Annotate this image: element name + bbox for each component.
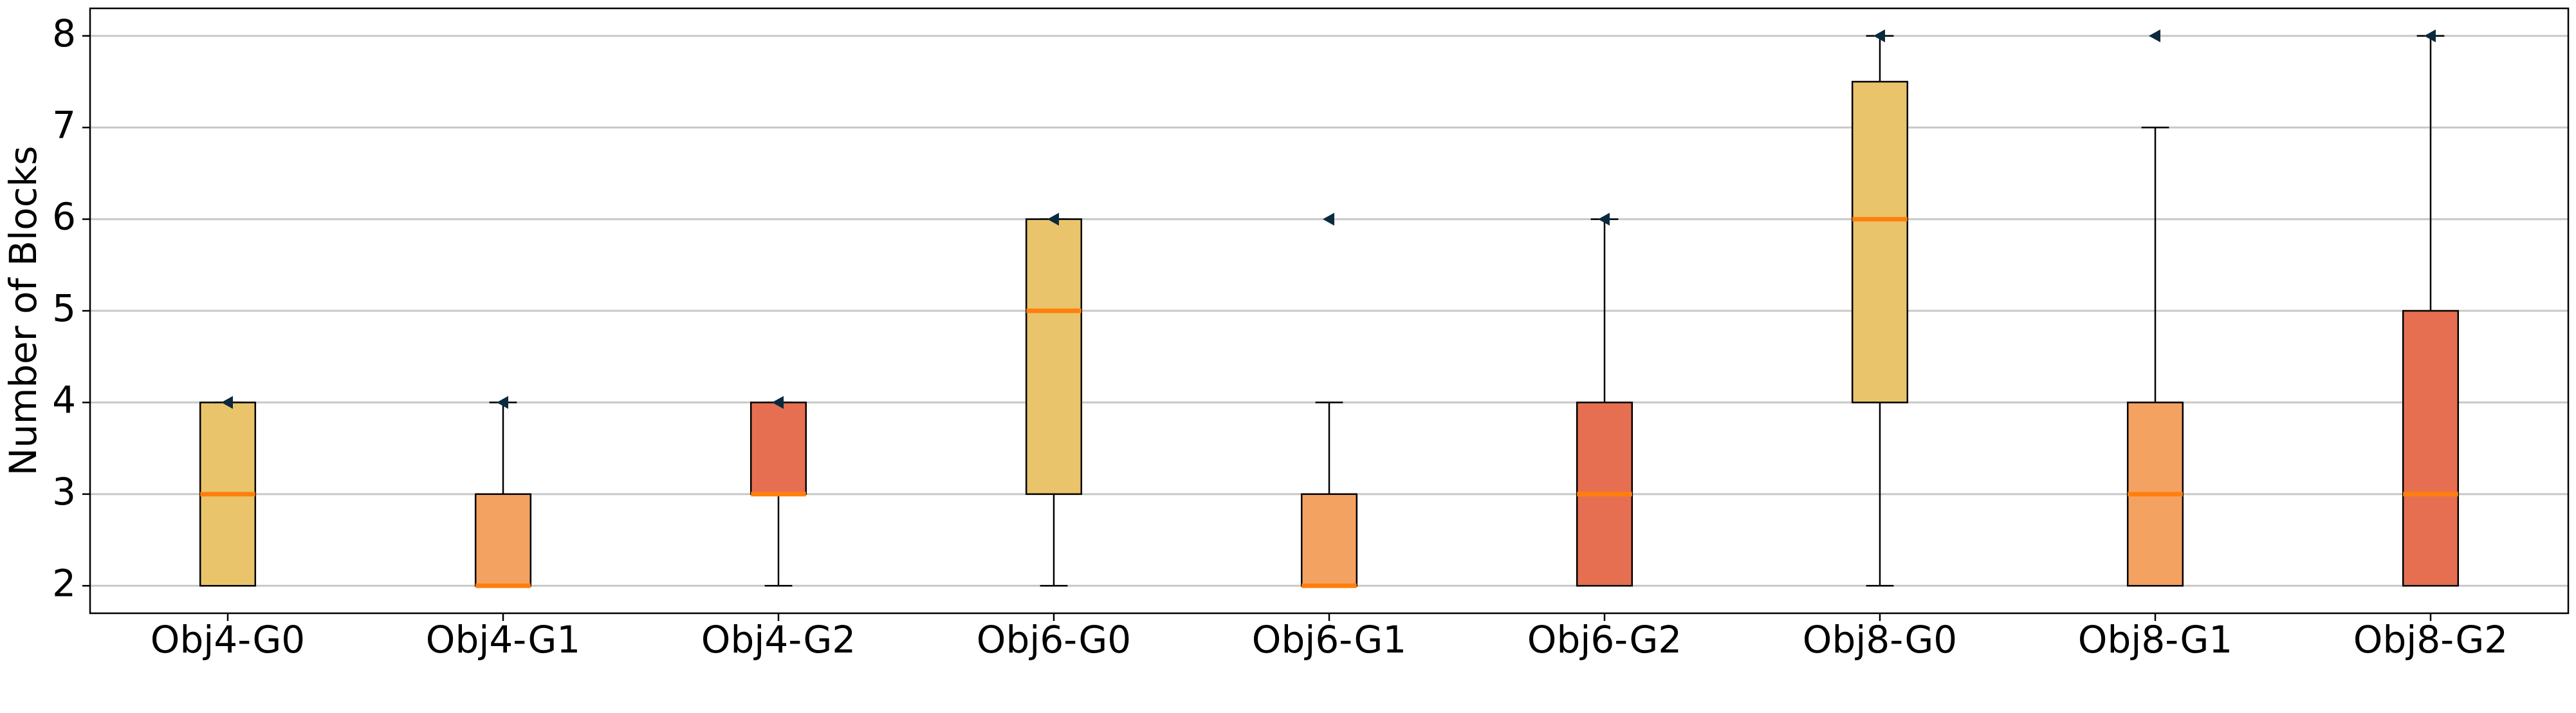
y-axis-label: Number of Blocks bbox=[1, 146, 45, 476]
box bbox=[1025, 218, 1083, 495]
y-tick-label: 2 bbox=[52, 561, 76, 605]
marker bbox=[2149, 29, 2160, 42]
x-tick-label: Obj8-G1 bbox=[2078, 618, 2232, 662]
x-tick-label: Obj4-G2 bbox=[701, 618, 856, 662]
marker bbox=[772, 396, 784, 409]
box bbox=[1851, 80, 1909, 403]
y-tick-label: 5 bbox=[52, 286, 76, 330]
marker bbox=[2424, 29, 2436, 42]
marker bbox=[1873, 29, 1885, 42]
marker bbox=[1323, 212, 1334, 226]
box bbox=[474, 493, 532, 587]
box bbox=[2402, 310, 2460, 587]
y-tick-label: 4 bbox=[52, 378, 76, 422]
x-tick-label: Obj6-G1 bbox=[1252, 618, 1406, 662]
x-tick-label: Obj4-G1 bbox=[426, 618, 580, 662]
box bbox=[1300, 493, 1358, 587]
marker bbox=[221, 396, 233, 409]
y-tick-label: 7 bbox=[52, 103, 76, 147]
marker bbox=[1047, 212, 1059, 226]
plot-frame bbox=[89, 7, 2570, 615]
box bbox=[750, 402, 807, 495]
marker bbox=[497, 396, 508, 409]
x-tick-label: Obj8-G0 bbox=[1803, 618, 1957, 662]
y-tick-label: 8 bbox=[52, 12, 76, 55]
y-tick-label: 3 bbox=[52, 470, 76, 514]
x-tick-label: Obj6-G0 bbox=[977, 618, 1131, 662]
x-tick-label: Obj4-G0 bbox=[151, 618, 305, 662]
marker bbox=[1598, 212, 1610, 226]
x-tick-label: Obj8-G2 bbox=[2353, 618, 2508, 662]
y-tick-label: 6 bbox=[52, 195, 76, 239]
x-tick-label: Obj6-G2 bbox=[1527, 618, 1682, 662]
